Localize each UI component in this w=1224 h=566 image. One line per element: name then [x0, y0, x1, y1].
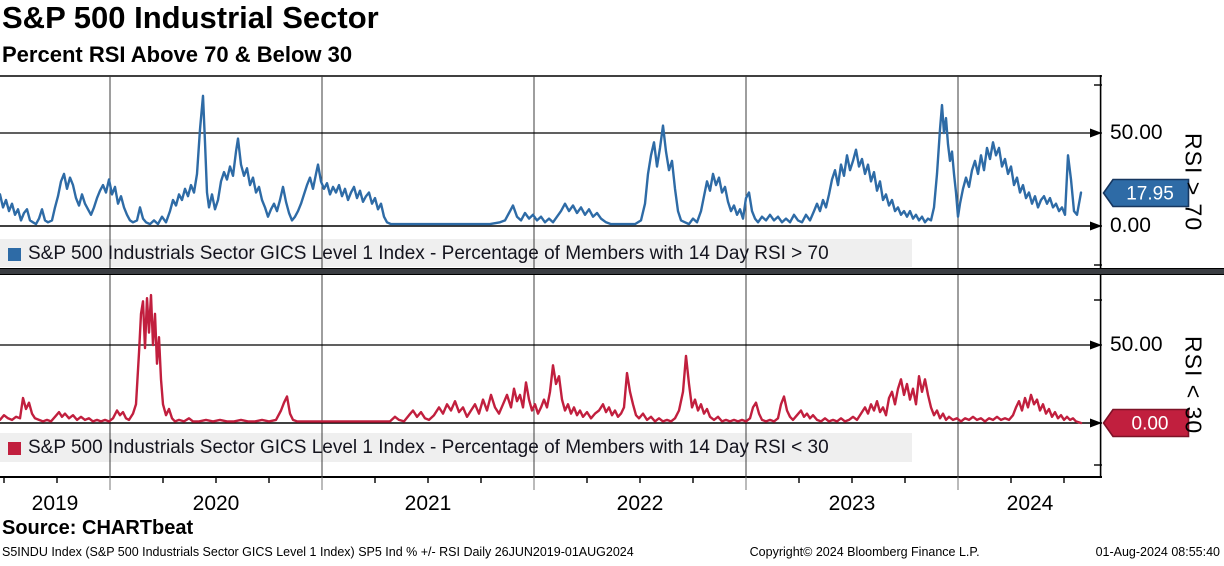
footer-bar: S5INDU Index (S&P 500 Industrials Sector… — [2, 545, 1220, 559]
footer-security-info: S5INDU Index (S&P 500 Industrials Sector… — [2, 545, 634, 559]
bottom-last-value-badge: 0.00 — [1102, 408, 1190, 438]
page-subtitle: Percent RSI Above 70 & Below 30 — [2, 42, 353, 67]
page-title: S&P 500 Industrial Sector — [2, 0, 379, 35]
year-label-2022: 2022 — [616, 492, 664, 515]
rsi-below-30-chart[interactable] — [0, 275, 1102, 477]
top-ytick-0: 0.00 — [1110, 214, 1151, 237]
legend-top[interactable]: S&P 500 Industrials Sector GICS Level 1 … — [8, 241, 829, 267]
legend-band-bottom — [0, 433, 912, 462]
year-label-2024: 2024 — [1006, 492, 1054, 515]
bottom-axis-title: RSI < 30 — [1180, 336, 1207, 435]
year-label-2023: 2023 — [828, 492, 876, 515]
legend-bottom-label: S&P 500 Industrials Sector GICS Level 1 … — [28, 437, 829, 458]
rsi-above-70-chart[interactable] — [0, 75, 1102, 268]
rsi-below-30-line — [0, 293, 1083, 425]
legend-top-label: S&P 500 Industrials Sector GICS Level 1 … — [28, 243, 829, 264]
year-label-2020: 2020 — [192, 492, 240, 515]
legend-band-top — [0, 239, 912, 267]
rsi-above-70-line — [0, 94, 1083, 226]
footer-timestamp: 01-Aug-2024 08:55:40 — [1095, 545, 1220, 559]
blue-legend-swatch-icon — [8, 247, 21, 261]
top-last-value-badge: 17.95 — [1102, 178, 1190, 208]
source-label: Source: CHARTbeat — [2, 517, 194, 539]
x-axis — [0, 476, 1102, 492]
top-axis-title: RSI > 70 — [1180, 133, 1207, 232]
rsi-below-30-panel: S&P 500 Industrials Sector GICS Level 1 … — [0, 275, 1102, 477]
year-label-2021: 2021 — [404, 492, 452, 515]
red-legend-swatch-icon — [8, 441, 21, 455]
footer-copyright: Copyright© 2024 Bloomberg Finance L.P. — [749, 545, 980, 559]
panel-separator — [0, 268, 1224, 275]
bottom-ytick-50: 50.00 — [1110, 333, 1163, 356]
year-label-2019: 2019 — [31, 492, 79, 515]
rsi-above-70-panel: S&P 500 Industrials Sector GICS Level 1 … — [0, 75, 1102, 268]
top-ytick-50: 50.00 — [1110, 121, 1163, 144]
bottom-last-value-text: 0.00 — [1132, 414, 1169, 435]
legend-bottom[interactable]: S&P 500 Industrials Sector GICS Level 1 … — [8, 435, 829, 461]
top-last-value-text: 17.95 — [1126, 184, 1174, 205]
